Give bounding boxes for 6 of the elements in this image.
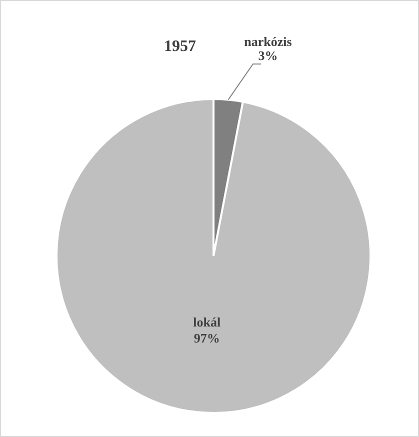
- data-label: 97%: [194, 330, 220, 346]
- chart-title: 1957: [164, 38, 196, 55]
- slice-label: narkózis: [244, 34, 292, 49]
- slice-label: lokál: [193, 314, 221, 330]
- data-label: 3%: [258, 48, 278, 63]
- pie-slice: [56, 98, 372, 414]
